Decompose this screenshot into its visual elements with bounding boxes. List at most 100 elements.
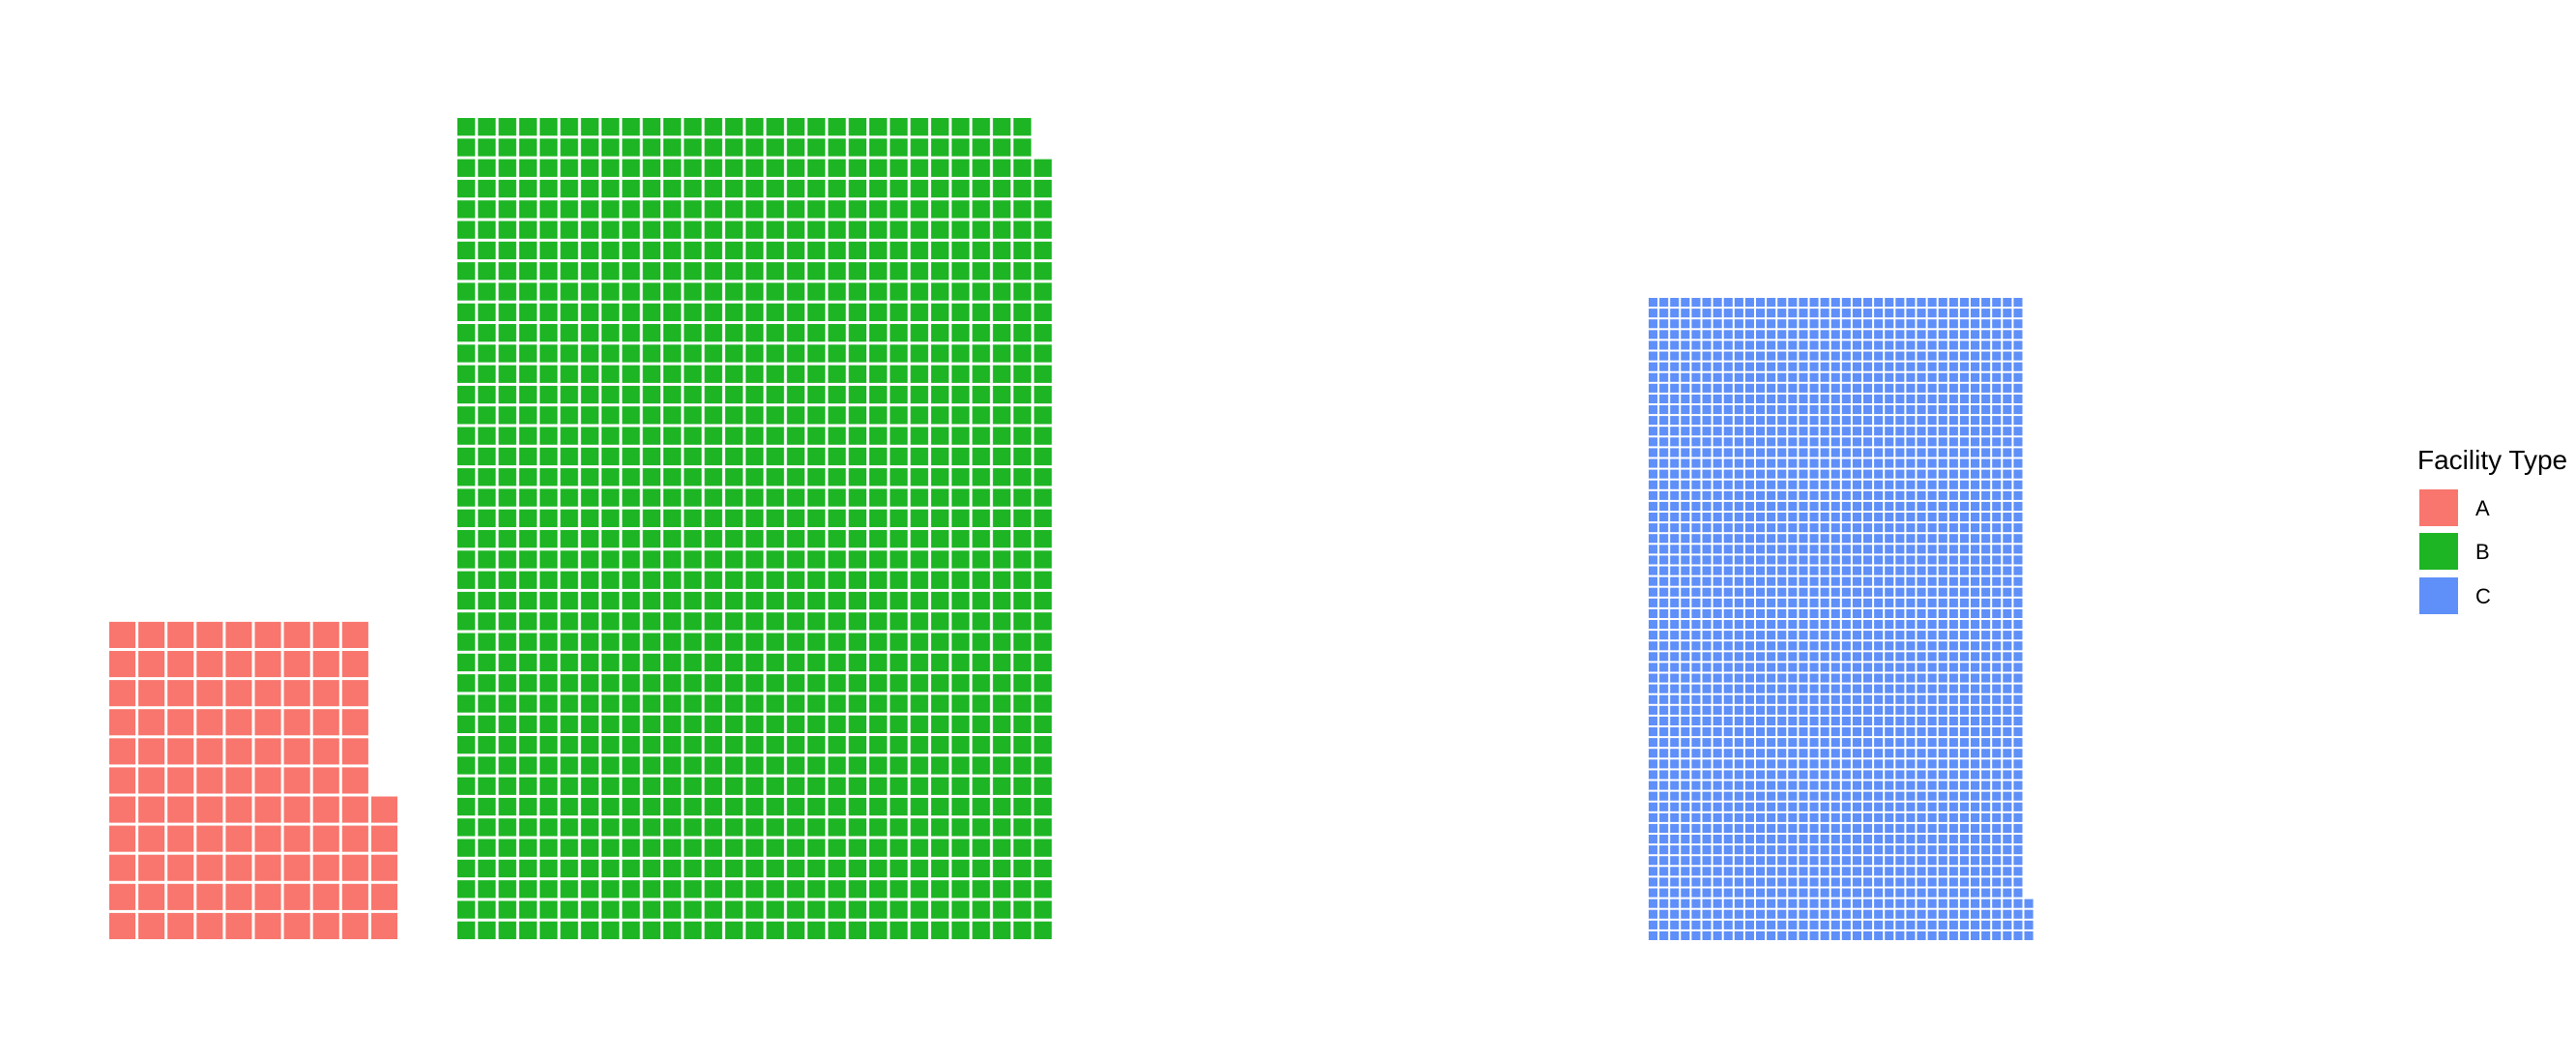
waffle-cell-b [746,797,764,816]
waffle-cell-b [746,324,764,342]
waffle-cell-c [1895,448,1905,457]
waffle-cell-c [1981,405,1991,415]
waffle-cell-b [540,612,558,631]
waffle-cell-b [540,818,558,837]
waffle-cell-c [1734,576,1743,586]
waffle-cell-c [1895,330,1905,339]
waffle-cell-b [478,694,496,713]
waffle-cell-a [138,651,165,678]
waffle-cell-c [2003,545,2012,554]
waffle-cell-c [1788,694,1798,704]
waffle-cell-b [807,653,826,672]
waffle-cell-c [1723,877,1733,887]
waffle-cell-c [1981,330,1991,339]
waffle-cell-b [807,715,826,733]
waffle-cell-b [518,839,538,857]
waffle-cell-b [663,859,682,878]
waffle-cell-c [1649,501,1658,511]
waffle-cell-c [1702,330,1712,339]
waffle-cell-c [2013,663,2023,672]
waffle-cell-b [540,921,558,939]
waffle-cell-c [1788,534,1798,544]
waffle-cell-c [1691,738,1701,748]
waffle-cell-c [1917,330,1926,339]
waffle-cell-c [1948,362,1958,371]
waffle-cell-c [1659,909,1669,919]
waffle-cell-c [1927,835,1937,844]
waffle-cell-c [1981,480,1991,489]
waffle-cell-b [807,859,826,878]
waffle-cell-b [930,221,950,239]
waffle-cell-c [1981,631,1991,640]
waffle-cell-b [478,859,496,878]
waffle-cell-c [1830,909,1840,919]
waffle-cell-c [1906,673,1916,683]
waffle-cell-c [2003,684,2012,693]
waffle-cell-c [1670,598,1680,607]
waffle-cell-c [1820,309,1830,318]
waffle-cell-a [283,621,310,648]
waffle-cell-b [972,674,990,693]
waffle-cell-c [1681,319,1690,329]
waffle-cell-c [1820,523,1830,533]
waffle-cell-b [746,674,764,693]
waffle-cell-c [1959,545,1969,554]
waffle-cell-c [1830,340,1840,350]
waffle-cell-b [1034,241,1052,260]
waffle-cell-b [518,282,538,301]
waffle-cell-c [1841,823,1851,833]
waffle-cell-c [1992,749,2002,758]
waffle-cell-b [560,282,578,301]
waffle-cell-b [930,859,950,878]
waffle-cell-c [1938,587,1947,597]
waffle-cell-c [2013,340,2023,350]
waffle-cell-c [1820,749,1830,758]
waffle-cell-c [1681,383,1690,393]
waffle-cell-c [1852,620,1861,630]
waffle-cell-b [1034,344,1052,363]
waffle-cell-c [1906,340,1916,350]
waffle-cell-c [1906,812,1916,822]
waffle-cell-a [109,680,136,707]
waffle-cell-c [1799,362,1808,371]
waffle-cell-c [1981,340,1991,350]
waffle-cell-c [1841,652,1851,662]
waffle-cell-b [746,694,764,713]
waffle-cell-b [992,653,1011,672]
waffle-cell-c [1659,930,1669,940]
waffle-cell-c [1820,469,1830,479]
waffle-cell-b [622,818,640,837]
waffle-cell-c [1906,555,1916,565]
waffle-cell-c [1777,608,1787,618]
waffle-cell-b [951,138,970,157]
waffle-cell-c [1799,727,1808,737]
waffle-cell-c [1906,856,1916,866]
waffle-cell-c [1681,705,1690,715]
waffle-cell-c [1691,545,1701,554]
waffle-cell-c [1723,576,1733,586]
waffle-cell-b [910,179,928,198]
waffle-cell-c [1959,513,1969,522]
waffle-cell-c [1852,351,1861,361]
waffle-cell-b [786,262,805,280]
waffle-cell-c [1863,867,1873,876]
waffle-cell-b [1034,859,1052,878]
waffle-cell-b [890,159,908,177]
waffle-cell-c [1702,673,1712,683]
waffle-cell-c [1681,534,1690,544]
waffle-cell-b [746,756,764,775]
waffle-cell-c [1906,749,1916,758]
waffle-cell-c [1863,694,1873,704]
waffle-cell-b [807,633,826,651]
waffle-cell-b [642,694,660,713]
waffle-cell-c [1649,330,1658,339]
waffle-cell-b [478,591,496,610]
waffle-cell-c [1874,759,1884,769]
waffle-cell-b [560,262,578,280]
waffle-cell-b [498,777,516,795]
waffle-cell-c [1809,899,1819,908]
waffle-cell-c [1906,823,1916,833]
waffle-cell-b [560,406,578,425]
waffle-cell-b [540,653,558,672]
waffle-cell-c [1841,930,1851,940]
